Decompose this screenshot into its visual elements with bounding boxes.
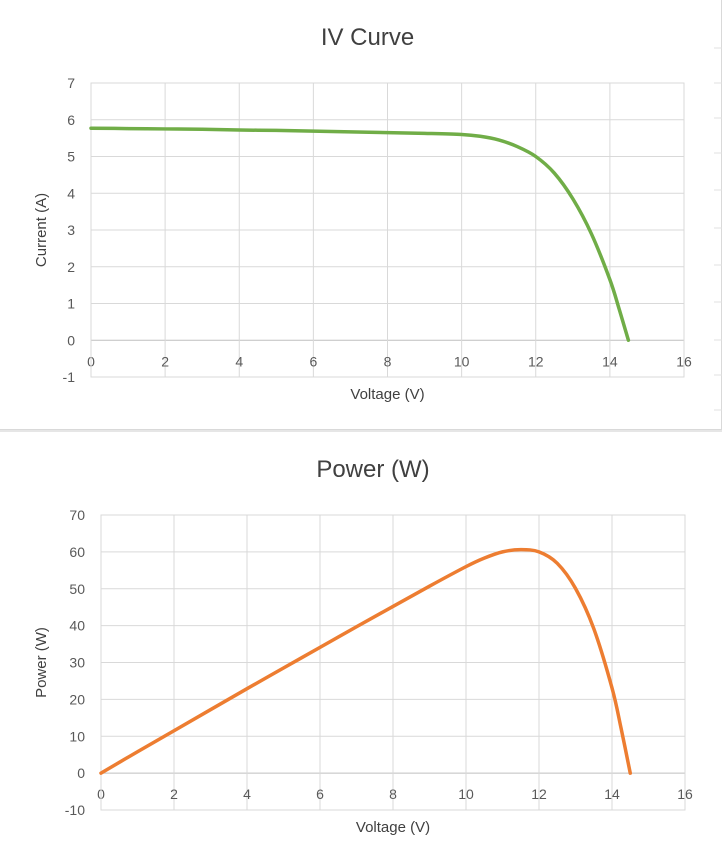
panel-edge-marks bbox=[714, 47, 722, 411]
series-line bbox=[89, 126, 631, 342]
y-tick-label: 60 bbox=[69, 544, 85, 560]
x-tick-label: 6 bbox=[309, 353, 317, 369]
plot-area-frame bbox=[100, 514, 686, 811]
x-tick-label: 10 bbox=[454, 353, 470, 369]
y-tick-label: 7 bbox=[67, 75, 75, 91]
x-tick-label: 14 bbox=[604, 786, 620, 802]
y-axis-title: Power (W) bbox=[33, 627, 50, 698]
y-tick-label: 30 bbox=[69, 655, 85, 671]
y-tick-label: 5 bbox=[67, 149, 75, 165]
x-tick-label: 2 bbox=[170, 786, 178, 802]
x-tick-label: 10 bbox=[458, 786, 474, 802]
y-tick-label: 0 bbox=[67, 332, 75, 348]
iv-curve-chart-panel: IV Curve -1 0 1 2 3 4 5 6 7 0 2 4 6 8 10 12 14 16 Voltage (… bbox=[0, 0, 722, 430]
y-tick-label: 1 bbox=[67, 296, 75, 312]
series-line bbox=[99, 547, 632, 775]
x-tick-label: 14 bbox=[602, 353, 618, 369]
y-tick-label: 10 bbox=[69, 728, 85, 744]
plot-area-frame bbox=[90, 82, 685, 378]
x-tick-label: 4 bbox=[243, 786, 251, 802]
y-tick-label: 50 bbox=[69, 581, 85, 597]
chart-separator bbox=[0, 430, 722, 432]
x-tick-label: 2 bbox=[161, 353, 169, 369]
x-tick-label: 6 bbox=[316, 786, 324, 802]
y-tick-label: 40 bbox=[69, 618, 85, 634]
x-axis-title: Voltage (V) bbox=[350, 386, 424, 403]
y-tick-label: 20 bbox=[69, 691, 85, 707]
power-chart-panel: Power (W) -10 0 10 20 30 40 50 60 70 0 2 4 6 8 10 12 14 16… bbox=[0, 432, 722, 864]
x-tick-label: 8 bbox=[389, 786, 397, 802]
y-tick-label: 6 bbox=[67, 112, 75, 128]
chart-title: Power (W) bbox=[316, 456, 429, 483]
y-tick-label: -1 bbox=[63, 369, 76, 385]
y-tick-label: 4 bbox=[67, 185, 75, 201]
x-tick-label: 8 bbox=[384, 353, 392, 369]
y-tick-label: 3 bbox=[67, 222, 75, 238]
y-axis-title: Current (A) bbox=[33, 193, 50, 267]
x-tick-label: 12 bbox=[531, 786, 547, 802]
x-tick-label: 12 bbox=[528, 353, 544, 369]
y-tick-label: 0 bbox=[77, 765, 85, 781]
y-tick-label: 2 bbox=[67, 259, 75, 275]
y-tick-label: 70 bbox=[69, 507, 85, 523]
y-tick-label: -10 bbox=[65, 802, 85, 818]
x-axis-title: Voltage (V) bbox=[356, 819, 430, 836]
x-tick-label: 4 bbox=[235, 353, 243, 369]
chart-title: IV Curve bbox=[321, 24, 414, 51]
